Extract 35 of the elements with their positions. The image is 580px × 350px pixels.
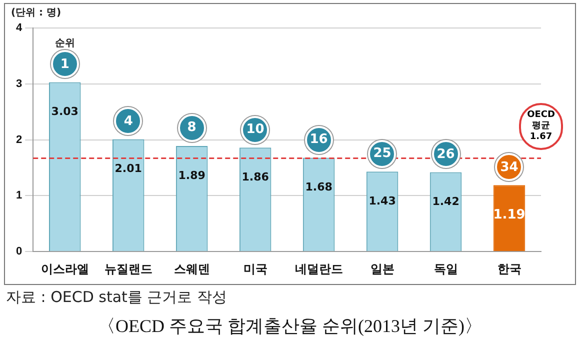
circle-badge: 8 [178,114,206,142]
circle-badge: 25 [368,140,396,168]
data-label: 2.01 [114,162,142,176]
text: 〈OECD 주요국 합계출산율 순위(2013년 기준)〉 [96,315,484,338]
bar [493,185,526,252]
data-label: 1.43 [368,194,396,208]
data-label: 1.19 [493,207,526,222]
data-label: 3.03 [51,105,78,118]
x-tick-label: 뉴질랜드 [104,262,152,276]
text: 자료 : OECD stat를 근거로 작성 [6,288,227,307]
y-tick-label: 3 [16,78,22,90]
x-tick-label: 스웨덴 [174,262,210,276]
ref-line-label: OECD 평균 1.67 [519,103,563,150]
circle-badge: 1 [50,50,79,78]
annotation: 순위 [54,37,76,50]
y-axis-title: (단위 : 명) [11,8,62,19]
circle-badge: 34 [495,153,524,182]
circle-badge: 16 [304,126,333,154]
data-label: 1.68 [305,180,332,194]
circle-badge: 4 [114,107,142,136]
circle-badge: 10 [241,116,270,144]
y-tick-label: 0 [16,246,22,258]
data-label: 1.89 [178,168,206,182]
y-tick-label: 4 [16,22,23,34]
circle-badge: 26 [432,140,460,168]
x-tick-label: 일본 [370,262,394,276]
x-tick-label: 네덜란드 [294,262,343,276]
x-tick-label: 한국 [497,262,522,276]
x-tick-label: 독일 [434,262,458,276]
x-tick-label: 미국 [243,262,268,276]
y-tick-label: 1 [16,190,22,202]
y-tick-label: 2 [16,134,22,146]
data-label: 1.42 [432,195,460,208]
x-tick-label: 이스라엘 [40,262,89,276]
data-label: 1.86 [242,170,270,184]
